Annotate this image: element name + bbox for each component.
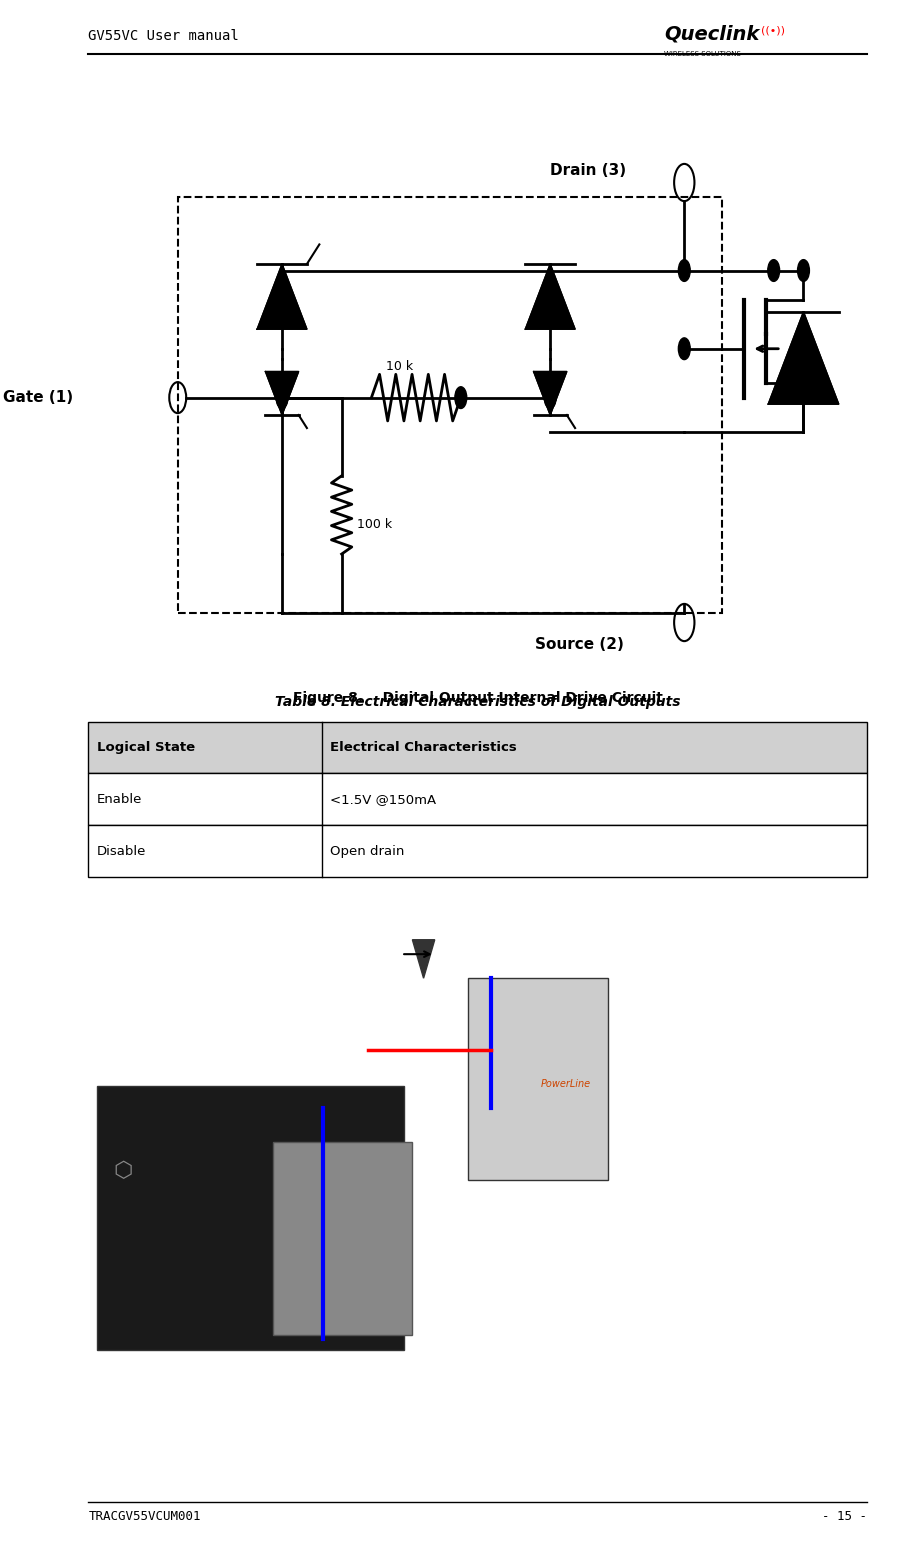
Text: Electrical Characteristics: Electrical Characteristics [331,740,517,754]
Polygon shape [533,371,567,414]
Text: Source (2): Source (2) [535,638,624,652]
Polygon shape [769,312,839,404]
Bar [177,197,722,613]
Text: Gate (1): Gate (1) [4,390,74,405]
Text: 10 k: 10 k [387,360,414,372]
Text: Disable: Disable [96,844,146,858]
Bar [96,1086,404,1350]
Circle shape [455,386,467,408]
Bar [273,1142,413,1335]
Text: PowerLine: PowerLine [541,1079,591,1090]
Text: Figure 8.    Digital Output Internal Drive Circuit: Figure 8. Digital Output Internal Drive … [293,691,662,705]
Text: TRACGV55VCUM001: TRACGV55VCUM001 [88,1510,201,1523]
Text: Enable: Enable [96,793,142,805]
Text: - 15 -: - 15 - [822,1510,867,1523]
Bar [88,722,867,773]
Circle shape [678,338,690,360]
Text: Table 8. Electrical Characteristics of Digital Outputs: Table 8. Electrical Characteristics of D… [275,695,680,709]
Circle shape [768,259,779,281]
Text: GV55VC User manual: GV55VC User manual [88,29,239,43]
Circle shape [544,386,556,408]
Polygon shape [266,371,298,414]
Bar [88,826,867,877]
Text: 100 k: 100 k [357,518,392,531]
Text: Drain (3): Drain (3) [551,163,626,177]
Bar [88,773,867,826]
Text: <1.5V @150mA: <1.5V @150mA [331,793,437,805]
Bar [469,978,608,1180]
Text: ⬡: ⬡ [114,1161,133,1181]
Text: ((•)): ((•)) [761,26,786,36]
Polygon shape [525,264,575,329]
Circle shape [678,259,690,281]
Text: Logical State: Logical State [96,740,195,754]
Polygon shape [257,264,307,329]
Polygon shape [413,941,435,978]
Text: Open drain: Open drain [331,844,405,858]
Circle shape [797,338,809,360]
Circle shape [797,259,809,281]
Text: WIRELESS SOLUTIONS: WIRELESS SOLUTIONS [664,51,741,57]
Circle shape [276,386,288,408]
Text: Queclink: Queclink [664,25,760,43]
